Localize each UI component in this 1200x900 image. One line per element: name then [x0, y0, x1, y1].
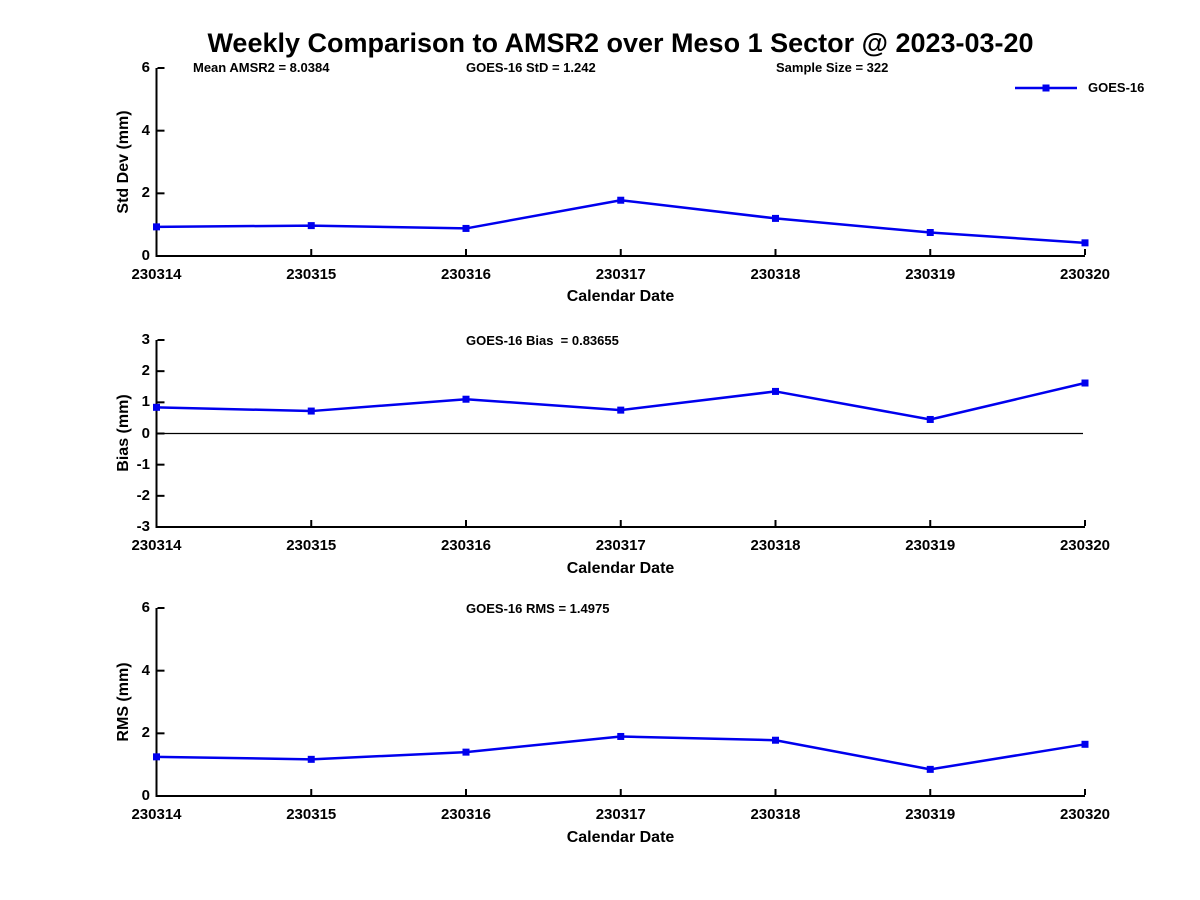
y-tick-label: 2 — [141, 362, 150, 380]
y-axis-label-stddev: Std Dev (mm) — [115, 110, 132, 214]
y-tick-label: -3 — [136, 518, 150, 535]
x-tick-label: 230317 — [595, 265, 646, 283]
data-point-marker — [462, 224, 470, 232]
y-tick-label: 0 — [141, 424, 150, 442]
x-tick-label: 230318 — [750, 265, 801, 283]
annotation-sample-size: Sample Size = 322 — [776, 60, 889, 75]
x-tick-label: 230317 — [595, 536, 646, 554]
x-tick-label: 230319 — [905, 265, 956, 283]
y-tick-label: 2 — [141, 184, 150, 202]
y-tick-label: 0 — [141, 247, 150, 264]
legend-marker — [1042, 84, 1050, 92]
data-point-marker — [307, 755, 315, 763]
x-tick-label: 230315 — [286, 536, 337, 554]
x-tick-label: 230320 — [1059, 536, 1111, 554]
data-point-marker — [153, 223, 160, 231]
y-tick-label: 4 — [141, 121, 150, 139]
x-tick-label: 230316 — [440, 805, 492, 823]
plot-rms — [153, 607, 1089, 797]
data-point-marker — [926, 229, 934, 236]
x-tick-label: 230315 — [286, 805, 337, 823]
data-point-marker — [772, 214, 779, 222]
data-point-marker — [307, 407, 315, 415]
x-tick-label: 230316 — [440, 536, 492, 554]
x-tick-label: 230320 — [1059, 805, 1111, 823]
annotation-mean-amsr2: Mean AMSR2 = 8.0384 — [193, 60, 330, 75]
data-point-marker — [153, 753, 160, 761]
subtitle-bias: GOES-16 Bias = 0.83655 — [466, 333, 619, 348]
data-point-marker — [1081, 239, 1089, 247]
x-tick-label: 230319 — [905, 536, 956, 554]
y-tick-label: -2 — [136, 486, 150, 504]
figure-title: Weekly Comparison to AMSR2 over Meso 1 S… — [207, 28, 1034, 58]
x-tick-label: 230315 — [286, 265, 337, 283]
series-line-GOES-16 — [156, 198, 1086, 245]
data-point-marker — [153, 403, 160, 411]
x-tick-label: 230314 — [131, 805, 182, 823]
data-point-marker — [926, 415, 934, 423]
y-tick-label: 6 — [141, 59, 150, 76]
x-tick-label: 230320 — [1059, 265, 1111, 283]
x-tick-label: 230318 — [750, 805, 801, 823]
data-point-marker — [772, 736, 779, 744]
data-point-marker — [1081, 379, 1089, 387]
x-tick-label: 230319 — [905, 805, 956, 823]
plot-stddev — [153, 67, 1089, 257]
x-axis-label-bias: Calendar Date — [566, 560, 675, 577]
data-point-marker — [617, 732, 625, 740]
y-tick-label: 1 — [141, 393, 150, 411]
series-line-GOES-16 — [156, 735, 1086, 771]
y-tick-label: 4 — [141, 661, 150, 679]
series-line-GOES-16 — [156, 381, 1086, 421]
x-tick-label: 230314 — [131, 265, 182, 283]
data-point-marker — [1081, 740, 1089, 748]
x-tick-label: 230317 — [595, 805, 646, 823]
plot-bias — [153, 339, 1089, 528]
subtitle-rms: GOES-16 RMS = 1.4975 — [466, 601, 610, 616]
x-tick-label: 230314 — [131, 536, 182, 554]
y-axis-label-rms: RMS (mm) — [115, 662, 132, 742]
data-point-marker — [926, 765, 934, 773]
y-tick-label: 3 — [141, 331, 150, 348]
annotation-goes16-std: GOES-16 StD = 1.242 — [466, 60, 596, 75]
data-point-marker — [307, 222, 315, 230]
legend: GOES-16 — [1014, 81, 1144, 95]
data-point-marker — [617, 196, 625, 204]
x-axis-label-stddev: Calendar Date — [566, 288, 675, 305]
y-tick-label: 6 — [141, 599, 150, 616]
x-tick-label: 230316 — [440, 265, 492, 283]
legend-label: GOES-16 — [1088, 80, 1145, 95]
legend-line-marker-icon — [1015, 84, 1077, 92]
y-tick-label: 0 — [141, 787, 150, 804]
data-point-marker — [772, 387, 779, 395]
y-tick-label: -1 — [136, 455, 150, 473]
data-point-marker — [462, 395, 470, 403]
x-axis-label-rms: Calendar Date — [566, 829, 675, 846]
data-point-marker — [462, 748, 470, 756]
x-tick-label: 230318 — [750, 536, 801, 554]
data-point-marker — [617, 406, 625, 414]
y-tick-label: 2 — [141, 724, 150, 742]
